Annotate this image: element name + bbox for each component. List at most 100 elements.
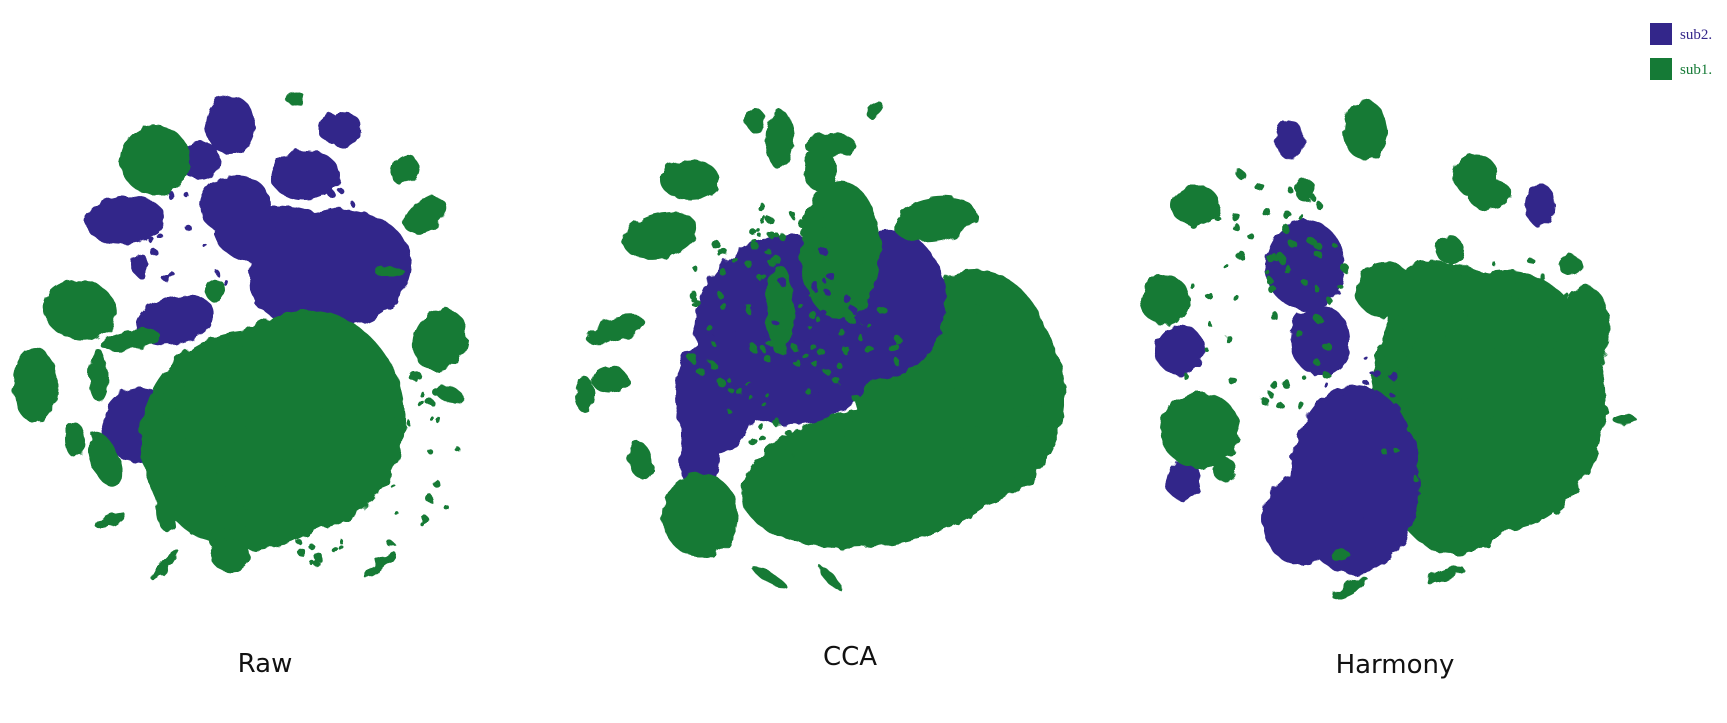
point-sub1-a-7 [798,303,804,309]
point-sub1-a-1 [1411,380,1416,386]
point-sub2-b-0 [291,186,299,195]
point-sub1-a-69 [182,385,192,394]
cluster-sub2-10 [318,114,342,142]
cluster-sub1-23 [627,440,653,480]
point-sub1-c-35 [1342,265,1351,274]
point-sub2-b-22 [809,353,815,358]
point-sub1-a-91 [409,372,418,382]
point-sub1-a-119 [749,228,757,236]
point-sub2-b-37 [805,414,810,420]
point-sub1-c-4 [1294,329,1302,337]
point-sub1-a-71 [1559,398,1566,405]
point-sub1-a-15 [784,428,791,436]
scatter-clusters-harmony [1140,100,1637,600]
cluster-sub2-8 [1165,460,1201,500]
point-sub1-a-23 [762,354,771,362]
point-sub1-a-26 [245,511,254,520]
point-sub1-a-45 [1452,266,1460,274]
point-sub2-b-10 [1375,527,1382,534]
point-sub2-b-21 [291,242,299,250]
point-sub2-b-46 [758,327,766,335]
point-sub1-a-104 [727,410,733,415]
point-sub1-a-102 [688,290,697,299]
point-sub1-a-104 [337,418,344,425]
point-sub2-b-17 [1358,527,1366,536]
point-sub1-a-28 [789,211,796,219]
point-sub1-c-21 [1268,392,1275,399]
point-sub1-a-72 [1461,490,1469,499]
point-sub1-a-101 [202,477,208,483]
point-sub1-c-19 [983,328,989,334]
point-sub1-a-62 [1423,503,1430,510]
point-sub1-a-8 [417,400,425,408]
point-sub2-b-42 [785,415,791,422]
point-sub1-c-31 [974,393,982,400]
point-sub1-c-3 [1216,401,1223,408]
point-sub2-b-16 [310,252,319,262]
point-sub1-a-16 [1450,466,1455,471]
point-sub1-a-50 [763,391,768,396]
point-sub2-b-26 [851,307,858,315]
point-sub1-a-44 [846,315,855,324]
point-sub1-a-109 [1413,476,1419,483]
point-sub1-a-1 [751,243,761,252]
point-sub1-c-58 [1263,209,1273,218]
point-sub1-a-17 [719,268,727,276]
point-sub2-b-44 [1334,503,1343,513]
point-sub2-b-23 [1312,369,1319,376]
point-sub1-c-6 [1224,265,1231,271]
point-sub1-a-42 [730,255,737,262]
point-sub1-a-62 [300,373,309,382]
point-sub2-b-16 [819,395,825,401]
point-sub1-a-31 [244,421,254,430]
cluster-sub1-30 [88,349,108,401]
point-sub1-a-21 [747,394,753,400]
point-sub1-c-40 [1232,214,1242,223]
point-sub1-c-57 [1268,285,1277,294]
point-sub1-c-37 [973,304,982,313]
point-sub2-b-43 [734,328,743,338]
cluster-sub1-23 [1330,549,1350,561]
point-sub1-c-2 [1001,368,1008,375]
point-sub1-a-90 [229,364,238,372]
point-sub1-a-46 [1527,402,1535,410]
point-sub1-a-0 [1541,505,1547,511]
point-sub1-a-53 [711,239,720,249]
point-sub1-a-34 [1540,274,1547,281]
point-sub1-a-72 [763,247,770,254]
point-sub1-a-43 [309,500,317,508]
point-sub1-a-44 [1492,262,1497,267]
point-sub1-a-95 [767,231,775,239]
point-sub1-a-51 [737,388,745,397]
point-sub1-a-75 [1447,438,1453,445]
point-sub1-c-1 [1314,315,1323,324]
cluster-sub1-16 [804,133,856,157]
point-sub1-a-2 [828,220,836,228]
point-sub1-a-44 [433,480,441,488]
point-sub1-a-17 [220,526,230,536]
point-sub2-b-32 [1324,383,1330,389]
point-sub1-a-14 [377,469,384,476]
point-sub1-a-7 [1378,355,1387,365]
point-sub1-c-39 [951,379,961,389]
cluster-sub1-12 [1140,275,1190,325]
cluster-sub1-9 [893,197,977,243]
point-sub1-a-76 [868,325,874,330]
point-sub1-a-46 [804,387,811,394]
point-sub1-a-67 [432,388,440,396]
point-sub1-a-103 [1434,302,1443,311]
point-sub1-a-11 [265,488,271,494]
point-sub2-b-46 [1370,371,1375,376]
cluster-sub1-20 [402,196,448,234]
point-sub1-a-28 [390,483,396,489]
point-sub1-a-69 [1539,316,1544,321]
point-sub1-a-80 [319,476,325,483]
point-sub1-a-98 [204,370,212,378]
point-sub1-a-36 [289,362,298,370]
point-sub1-c-51 [1266,277,1274,285]
point-sub1-a-88 [236,509,243,516]
point-sub1-a-61 [1547,298,1554,304]
panel-title-harmony: Harmony [1336,650,1455,680]
point-sub1-a-58 [761,274,767,280]
point-sub1-a-60 [720,248,725,253]
